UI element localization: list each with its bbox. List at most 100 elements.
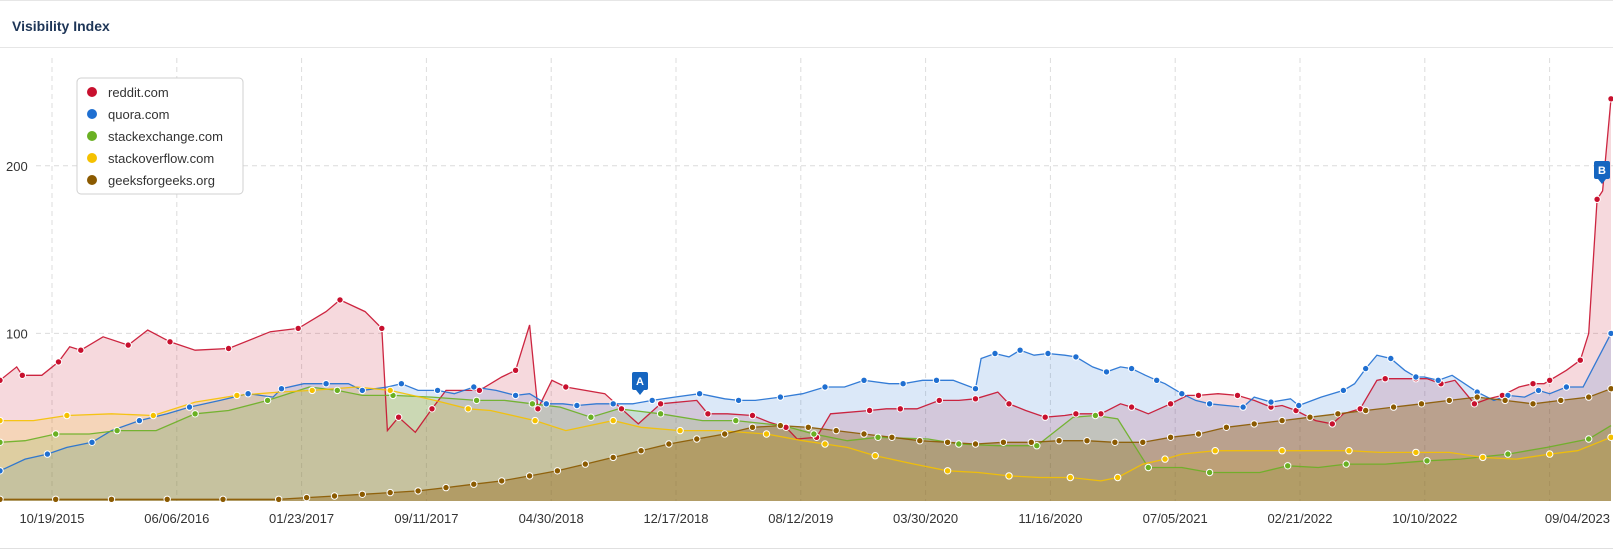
data-point	[748, 411, 757, 420]
event-markers[interactable]: AB	[632, 161, 1610, 395]
marker-pointer	[1598, 179, 1606, 184]
data-point	[54, 358, 63, 366]
marker-pointer	[636, 390, 644, 395]
data-point	[676, 426, 684, 435]
data-point	[562, 383, 570, 391]
data-point	[656, 410, 665, 418]
data-point	[1585, 393, 1593, 401]
data-point	[378, 324, 386, 333]
data-point	[1072, 353, 1080, 361]
data-point	[648, 396, 656, 405]
data-point	[581, 460, 589, 468]
legend-label: stackoverflow.com	[108, 151, 214, 166]
data-point	[860, 376, 868, 384]
x-tick-label: 07/05/2021	[1143, 511, 1208, 526]
legend-label: geeksforgeeks.org	[108, 173, 215, 188]
data-point	[1055, 437, 1063, 445]
data-point	[1607, 95, 1613, 103]
data-point	[609, 453, 617, 462]
data-point	[0, 416, 4, 425]
data-point	[1387, 354, 1395, 363]
x-tick-label: 06/06/2016	[144, 511, 209, 526]
data-point	[1470, 400, 1479, 408]
data-point	[971, 440, 980, 448]
data-point	[277, 385, 286, 393]
data-point	[1161, 455, 1169, 463]
data-point	[163, 495, 171, 503]
legend-label: quora.com	[108, 107, 169, 122]
data-point	[734, 396, 743, 405]
data-point	[874, 433, 882, 441]
data-point	[821, 440, 829, 448]
data-point	[1222, 423, 1231, 431]
data-point	[776, 393, 785, 401]
data-point	[433, 386, 442, 395]
data-point	[528, 400, 537, 408]
x-tick-label: 11/16/2020	[1018, 511, 1082, 526]
data-point	[1239, 403, 1247, 411]
data-point	[943, 467, 952, 475]
data-point	[88, 438, 96, 446]
data-point	[1593, 195, 1601, 204]
legend-dot	[87, 131, 97, 141]
data-point	[804, 423, 812, 431]
data-point	[1306, 413, 1314, 421]
data-point	[1434, 376, 1442, 384]
data-point	[1362, 406, 1370, 415]
data-point	[1178, 390, 1186, 398]
data-point	[1576, 356, 1585, 364]
data-point	[896, 405, 904, 413]
data-point	[1423, 457, 1431, 465]
data-point	[219, 495, 227, 503]
data-point	[1417, 400, 1426, 408]
legend: reddit.com quora.com stackexchange.com stac…	[76, 77, 244, 195]
data-point	[294, 324, 302, 333]
data-point	[553, 467, 562, 475]
data-point	[1473, 393, 1481, 401]
data-point	[573, 401, 581, 410]
y-tick-label: 100	[6, 326, 28, 341]
y-tick-label: 200	[6, 159, 28, 174]
data-point	[1557, 396, 1565, 405]
data-point	[1091, 411, 1100, 420]
data-point	[693, 435, 701, 443]
data-point	[1233, 391, 1242, 400]
visibility-chart[interactable]: 100 200 10/19/2015 06/06/2016 01/23/2017 09/…	[0, 48, 1613, 548]
data-point	[1205, 468, 1214, 477]
data-point	[1066, 473, 1075, 482]
data-point	[609, 400, 617, 408]
data-point	[1139, 438, 1147, 446]
data-point	[1016, 346, 1024, 354]
data-point	[1211, 447, 1219, 455]
data-point	[511, 366, 520, 374]
marker-A[interactable]: A	[632, 372, 648, 395]
data-point	[414, 487, 422, 495]
data-point	[336, 296, 344, 304]
marker-label: B	[1598, 165, 1606, 177]
data-point	[1546, 376, 1554, 384]
data-point	[185, 403, 194, 411]
data-point	[1334, 410, 1342, 418]
data-point	[18, 371, 26, 379]
data-point	[386, 386, 394, 395]
data-point	[1546, 450, 1554, 458]
marker-B[interactable]: B	[1594, 161, 1610, 184]
x-tick-label: 08/12/2019	[768, 511, 833, 526]
data-point	[860, 430, 868, 438]
x-tick-label: 12/17/2018	[643, 511, 708, 526]
data-point	[149, 411, 158, 420]
data-point	[1339, 386, 1348, 395]
data-point	[498, 477, 506, 485]
data-point	[704, 410, 712, 418]
data-point	[233, 391, 241, 400]
data-point	[1607, 433, 1613, 441]
data-point	[534, 405, 542, 413]
x-axis: 10/19/2015 06/06/2016 01/23/2017 09/11/2017…	[19, 511, 1610, 526]
data-point	[1529, 400, 1537, 408]
data-point	[1529, 380, 1537, 388]
chart-title: Visibility Index	[12, 18, 110, 34]
data-point	[1345, 447, 1353, 455]
data-point	[695, 390, 704, 398]
data-point	[1127, 403, 1136, 411]
data-point	[1072, 410, 1080, 418]
